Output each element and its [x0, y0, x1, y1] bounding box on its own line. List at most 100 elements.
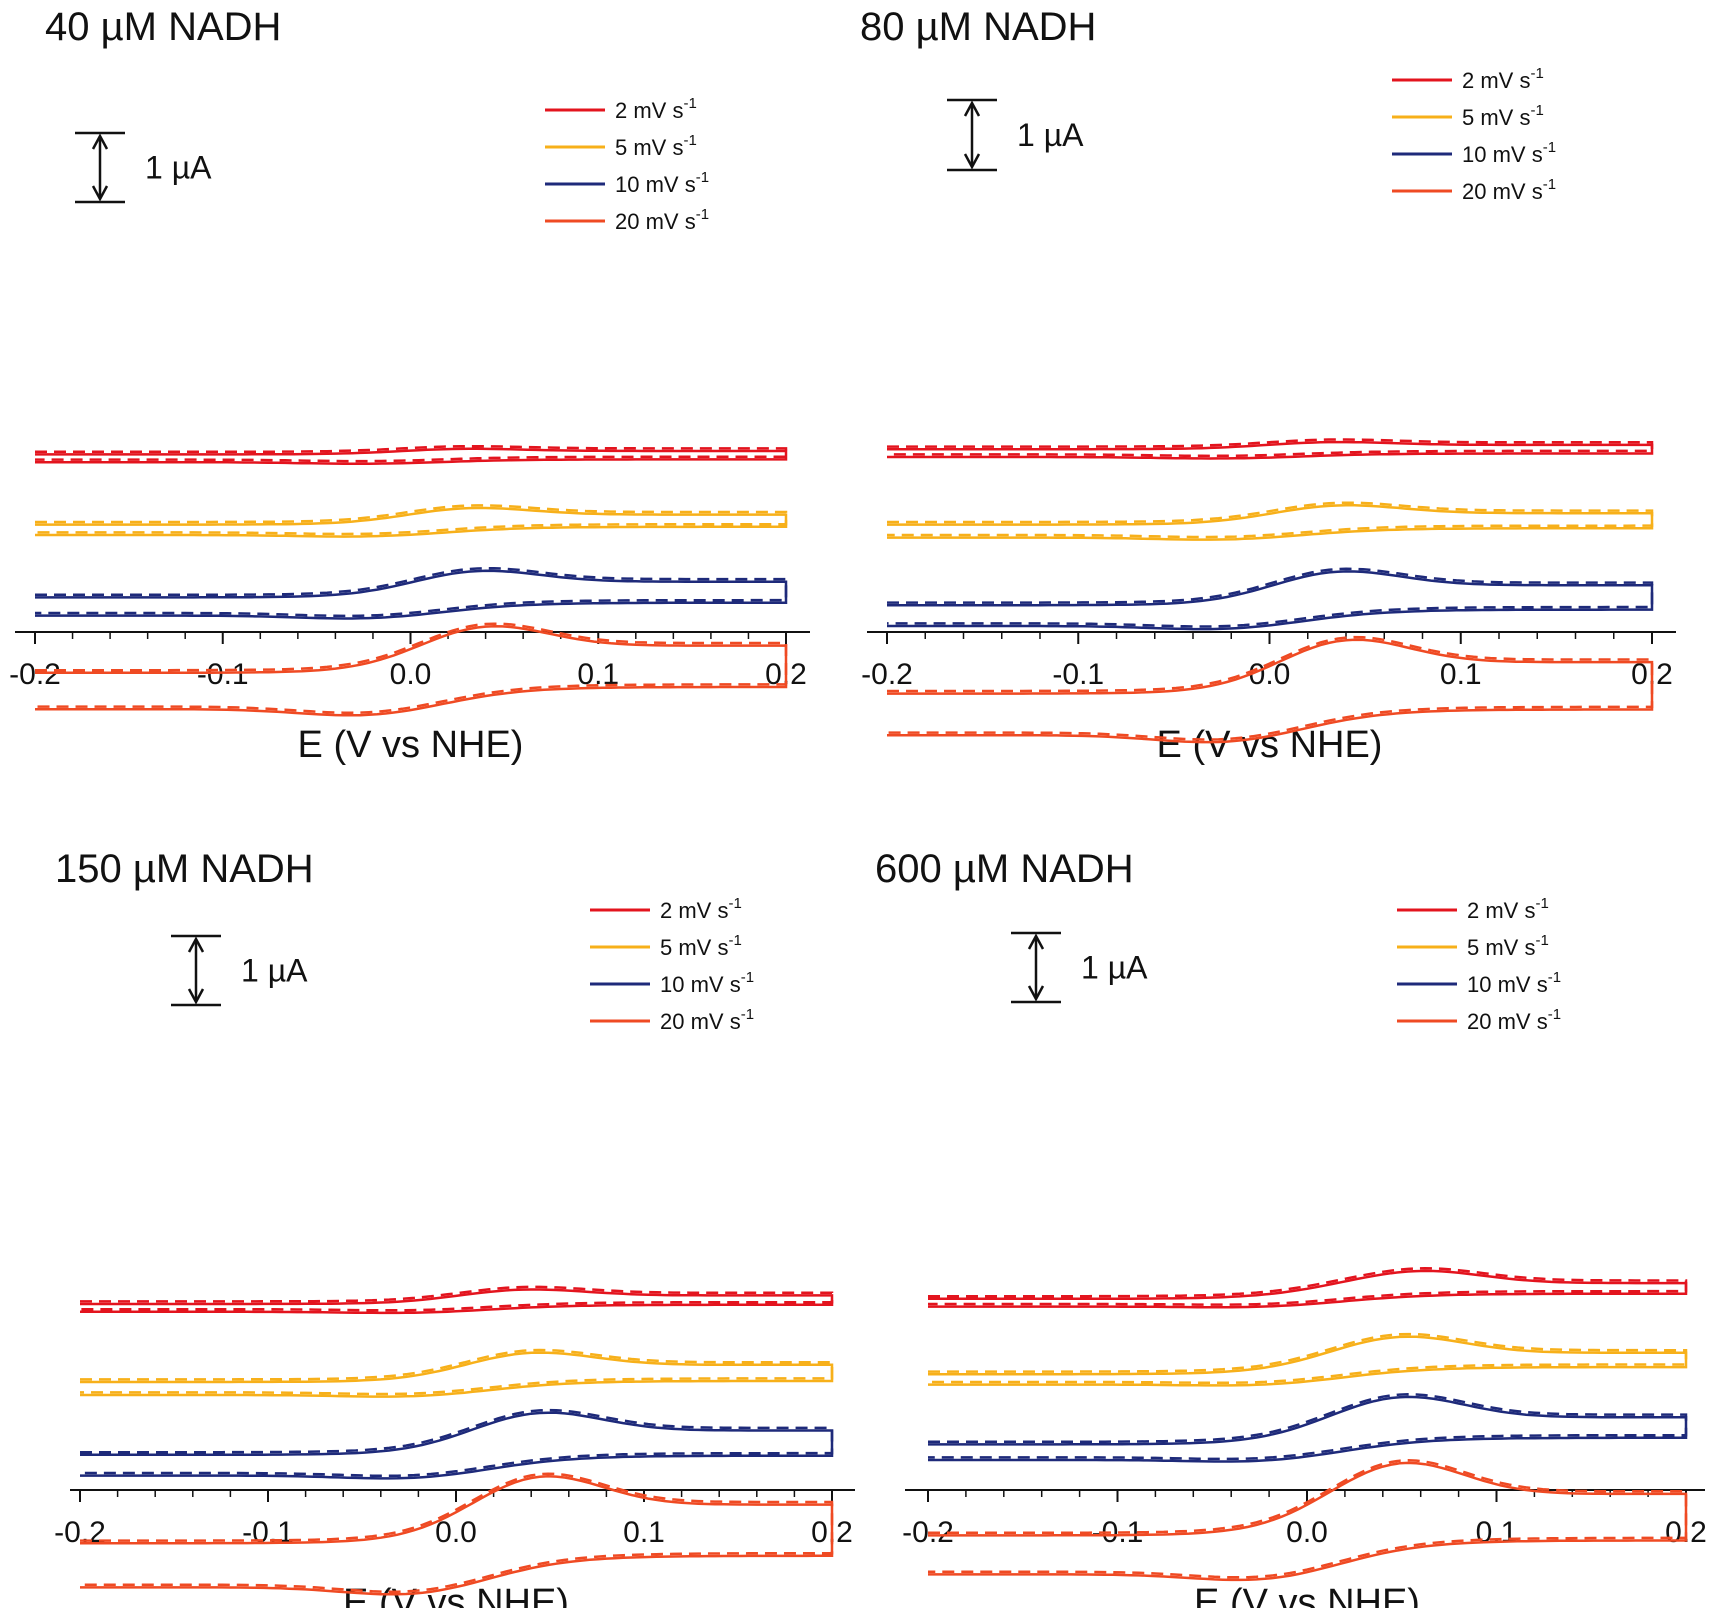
legend-label-sup: -1	[728, 895, 741, 912]
cv-fit-line	[80, 1348, 834, 1396]
series-2-mV-s-1	[80, 1285, 834, 1315]
legend-label-sup: -1	[696, 169, 709, 186]
scale-arrow-down-icon	[187, 988, 205, 1005]
cv-data-line	[35, 506, 788, 538]
chart-panel-4: 600 µM NADH-0.2 -0.1 0.0 0.1 0.2E (V vs NHE)…	[875, 847, 1707, 1608]
scale-arrow-up-icon	[187, 936, 205, 953]
cv-data-line	[887, 504, 1654, 541]
legend-label: 20 mV s-1	[1462, 176, 1556, 204]
legend-label: 5 mV s-1	[615, 132, 697, 160]
scale-bar: 1 µA	[171, 934, 308, 1007]
cv-fit-line	[80, 1408, 834, 1478]
series-10-mV-s-1	[80, 1408, 834, 1480]
legend-label-sup: -1	[741, 969, 754, 986]
cv-fit-line	[928, 1459, 1688, 1579]
legend-label-sup: -1	[1535, 895, 1548, 912]
cv-data-line	[928, 1395, 1688, 1463]
scale-arrow-down-icon	[963, 153, 981, 170]
legend-label: 10 mV s-1	[1467, 969, 1561, 997]
cv-data-line	[928, 1335, 1688, 1387]
legend-label: 5 mV s-1	[660, 932, 742, 960]
panel-title: 150 µM NADH	[55, 847, 314, 891]
scale-bar-label: 1 µA	[1017, 117, 1084, 153]
legend: 2 mV s-1 5 mV s-1 10 mV s-1 20 mV s-1	[1392, 65, 1556, 204]
x-tick-label: 0.0	[390, 658, 432, 691]
cv-fit-line	[80, 1472, 834, 1593]
chart-panel-3: 150 µM NADH-0.2 -0.1 0.0 0.1 0.2E (V vs NHE)…	[54, 847, 855, 1608]
cv-fit-line	[887, 501, 1654, 539]
scale-bar: 1 µA	[1011, 931, 1148, 1004]
scale-arrow-up-icon	[1027, 933, 1045, 950]
chart-panel-2: 80 µM NADH-0.2 -0.1 0.0 0.1 0.2E (V vs NHE)1…	[860, 5, 1676, 766]
series-5-mV-s-1	[887, 501, 1654, 541]
series-20-mV-s-1	[928, 1459, 1688, 1582]
legend-label-sup: -1	[1543, 139, 1556, 156]
series-20-mV-s-1	[887, 635, 1654, 744]
scale-bar-label: 1 µA	[145, 150, 212, 186]
series-10-mV-s-1	[35, 566, 788, 620]
cv-data-line	[80, 1411, 834, 1480]
legend-label-sup: -1	[683, 95, 696, 112]
legend-label: 2 mV s-1	[615, 95, 697, 123]
cv-data-line	[35, 569, 788, 620]
legend-label: 20 mV s-1	[1467, 1006, 1561, 1034]
cv-fit-line	[35, 504, 788, 536]
series-20-mV-s-1	[35, 622, 788, 717]
cv-fit-line	[80, 1285, 834, 1312]
series-20-mV-s-1	[80, 1472, 834, 1596]
cv-fit-line	[928, 1332, 1688, 1385]
cv-fit-line	[887, 635, 1654, 741]
scale-bar-label: 1 µA	[241, 953, 308, 989]
series-10-mV-s-1	[887, 567, 1654, 631]
scale-arrow-down-icon	[91, 185, 109, 202]
series-2-mV-s-1	[887, 438, 1654, 460]
scale-arrow-up-icon	[963, 100, 981, 117]
panel-title: 80 µM NADH	[860, 5, 1096, 49]
scale-bar: 1 µA	[947, 98, 1084, 172]
cv-fit-line	[887, 567, 1654, 628]
scale-bar: 1 µA	[75, 131, 212, 204]
series-2-mV-s-1	[35, 444, 788, 465]
legend-label: 20 mV s-1	[660, 1006, 754, 1034]
x-tick-label: 0.1	[623, 1516, 665, 1549]
legend: 2 mV s-1 5 mV s-1 10 mV s-1 20 mV s-1	[545, 95, 709, 234]
cv-data-line	[887, 440, 1654, 460]
x-tick-label: 0.1	[1440, 658, 1482, 691]
cv-fit-line	[887, 438, 1654, 458]
x-axis-title: E (V vs NHE)	[1157, 724, 1383, 766]
x-tick-label: -0.1	[1052, 658, 1104, 691]
scale-arrow-up-icon	[91, 133, 109, 150]
x-tick-label: 0.0	[435, 1516, 477, 1549]
series-2-mV-s-1	[928, 1267, 1688, 1309]
scale-arrow-down-icon	[1027, 985, 1045, 1002]
legend-label-sup: -1	[1548, 1006, 1561, 1023]
panel-title: 40 µM NADH	[45, 5, 281, 49]
series-5-mV-s-1	[35, 504, 788, 538]
legend-label: 10 mV s-1	[660, 969, 754, 997]
legend-label-sup: -1	[1530, 65, 1543, 82]
series-5-mV-s-1	[80, 1348, 834, 1398]
cv-fit-line	[35, 566, 788, 618]
cv-data-line	[887, 570, 1654, 631]
legend-label-sup: -1	[696, 206, 709, 223]
cv-fit-line	[35, 444, 788, 463]
legend-label: 5 mV s-1	[1467, 932, 1549, 960]
x-tick-label: 0.1	[1476, 1516, 1518, 1549]
legend-label-sup: -1	[741, 1006, 754, 1023]
cv-data-line	[35, 447, 788, 465]
legend-label-sup: -1	[1535, 932, 1548, 949]
legend: 2 mV s-1 5 mV s-1 10 mV s-1 20 mV s-1	[590, 895, 754, 1034]
legend-label-sup: -1	[728, 932, 741, 949]
cv-data-line	[80, 1475, 834, 1596]
x-axis-title: E (V vs NHE)	[1194, 1582, 1420, 1608]
series-10-mV-s-1	[928, 1393, 1688, 1463]
series-5-mV-s-1	[928, 1332, 1688, 1387]
cv-fit-line	[928, 1393, 1688, 1461]
scale-bar-label: 1 µA	[1081, 950, 1148, 986]
x-axis-title: E (V vs NHE)	[298, 724, 524, 766]
legend-label-sup: -1	[1543, 176, 1556, 193]
legend-label-sup: -1	[1530, 102, 1543, 119]
legend-label-sup: -1	[683, 132, 696, 149]
legend-label-sup: -1	[1548, 969, 1561, 986]
